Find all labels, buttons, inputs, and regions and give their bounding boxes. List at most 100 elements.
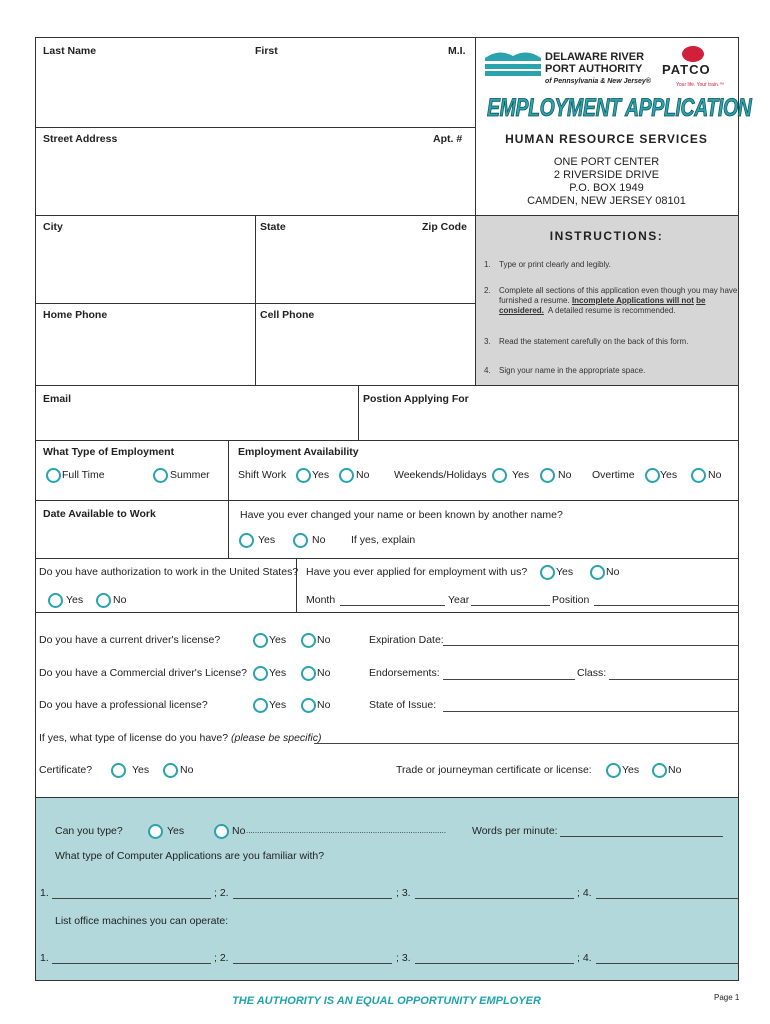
machine-2-input[interactable]	[233, 963, 392, 964]
patco-wordmark: PATCO	[662, 62, 711, 77]
yes-label: Yes	[132, 764, 150, 776]
machine-3-input[interactable]	[415, 963, 574, 964]
certificate-yes-radio[interactable]	[111, 763, 126, 778]
commercial-license-question: Do you have a Commercial driver's Licens…	[39, 667, 248, 679]
year-label: Year	[448, 594, 470, 606]
computer-app-4-input[interactable]	[596, 898, 738, 899]
instructions-panel	[475, 215, 738, 385]
org-name-line1: DELAWARE RIVER	[545, 51, 645, 63]
commercial-no-radio[interactable]	[301, 666, 316, 681]
year-input[interactable]	[471, 605, 550, 606]
yes-label: Yes	[269, 667, 287, 679]
weekends-yes-radio[interactable]	[492, 468, 507, 483]
instructions-title: INSTRUCTIONS:	[549, 229, 664, 243]
certificate-label: Certificate?	[39, 764, 93, 776]
org-name-line2: PORT AUTHORITY	[545, 63, 643, 75]
drivers-yes-radio[interactable]	[253, 633, 268, 648]
yes-label: Yes	[167, 825, 185, 837]
computer-app-2-input[interactable]	[233, 898, 392, 899]
item-number: ; 3.	[396, 952, 411, 964]
class-input[interactable]	[609, 679, 738, 680]
last-name-label: Last Name	[43, 45, 97, 57]
drivers-no-radio[interactable]	[301, 633, 316, 648]
machine-4-input[interactable]	[596, 963, 738, 964]
shift-work-label: Shift Work	[238, 469, 287, 481]
first-name-label: First	[255, 45, 278, 57]
zip-label: Zip Code	[422, 221, 467, 233]
yes-label: Yes	[556, 566, 574, 578]
computer-app-3-input[interactable]	[415, 898, 574, 899]
overtime-yes-radio[interactable]	[645, 468, 660, 483]
address-line: 2 RIVERSIDE DRIVE	[553, 169, 660, 181]
weekends-label: Weekends/Holidays	[394, 469, 487, 481]
wpm-label: Words per minute:	[472, 825, 558, 837]
no-label: No	[312, 534, 326, 546]
professional-yes-radio[interactable]	[253, 698, 268, 713]
home-phone-label: Home Phone	[43, 309, 108, 321]
summer-radio[interactable]	[153, 468, 168, 483]
item-number: 2.	[484, 286, 491, 295]
applied-yes-radio[interactable]	[540, 565, 555, 580]
cell-phone-label: Cell Phone	[260, 309, 315, 321]
name-change-question: Have you ever changed your name or been …	[240, 509, 563, 521]
type-no-radio[interactable]	[214, 824, 229, 839]
professional-no-radio[interactable]	[301, 698, 316, 713]
license-type-hint: (please be specific)	[231, 732, 322, 744]
bridge-waves-icon	[485, 52, 541, 76]
item-number: 4.	[484, 366, 491, 375]
authorization-yes-radio[interactable]	[48, 593, 63, 608]
weekends-no-radio[interactable]	[540, 468, 555, 483]
computer-apps-question: What type of Computer Applications are y…	[55, 850, 325, 862]
overtime-label: Overtime	[592, 469, 635, 481]
department: HUMAN RESOURCE SERVICES	[505, 132, 708, 146]
trade-yes-radio[interactable]	[606, 763, 621, 778]
drpa-logo: DELAWARE RIVER PORT AUTHORITY of Pennsyl…	[485, 48, 651, 85]
drivers-license-question: Do you have a current driver's license?	[39, 634, 221, 646]
shift-yes-radio[interactable]	[296, 468, 311, 483]
no-label: No	[356, 469, 370, 481]
no-label: No	[708, 469, 722, 481]
license-type-input[interactable]	[314, 743, 738, 744]
wpm-input[interactable]	[560, 836, 723, 837]
shift-no-radio[interactable]	[339, 468, 354, 483]
name-input[interactable]	[37, 60, 473, 125]
full-time-radio[interactable]	[46, 468, 61, 483]
state-label: State	[260, 221, 286, 233]
summer-label: Summer	[170, 469, 210, 481]
name-change-no-radio[interactable]	[293, 533, 308, 548]
position-label: Postion Applying For	[363, 393, 469, 405]
certificate-no-radio[interactable]	[163, 763, 178, 778]
commercial-yes-radio[interactable]	[253, 666, 268, 681]
item-number: ; 4.	[577, 952, 592, 964]
endorsements-input[interactable]	[443, 679, 575, 680]
applied-no-radio[interactable]	[590, 565, 605, 580]
computer-app-1-input[interactable]	[52, 898, 211, 899]
email-label: Email	[43, 393, 72, 405]
item-number: 3.	[484, 337, 491, 346]
endorsements-label: Endorsements:	[369, 667, 440, 679]
emphasis: be	[696, 296, 706, 305]
machine-1-input[interactable]	[52, 963, 211, 964]
if-yes-explain-label: If yes, explain	[351, 534, 416, 546]
patco-tagline: Your life. Your train.™	[676, 82, 725, 88]
state-of-issue-input[interactable]	[443, 711, 738, 712]
item-number: ; 2.	[214, 952, 229, 964]
position-input[interactable]	[594, 605, 738, 606]
street-label: Street Address	[43, 133, 118, 145]
expiration-input[interactable]	[443, 645, 738, 646]
trade-no-radio[interactable]	[652, 763, 667, 778]
item-text: Sign your name in the appropriate space.	[499, 366, 646, 375]
month-input[interactable]	[340, 605, 445, 606]
item-number: ; 3.	[396, 887, 411, 899]
type-yes-radio[interactable]	[148, 824, 163, 839]
trade-certificate-label: Trade or journeyman certificate or licen…	[396, 764, 592, 776]
office-machines-question: List office machines you can operate:	[55, 915, 229, 927]
authorization-no-radio[interactable]	[96, 593, 111, 608]
professional-license-question: Do you have a professional license?	[39, 699, 208, 711]
name-change-yes-radio[interactable]	[239, 533, 254, 548]
yes-label: Yes	[622, 764, 640, 776]
overtime-no-radio[interactable]	[691, 468, 706, 483]
item-number: 1.	[40, 887, 49, 899]
no-label: No	[180, 764, 194, 776]
address-input[interactable]	[37, 148, 473, 213]
